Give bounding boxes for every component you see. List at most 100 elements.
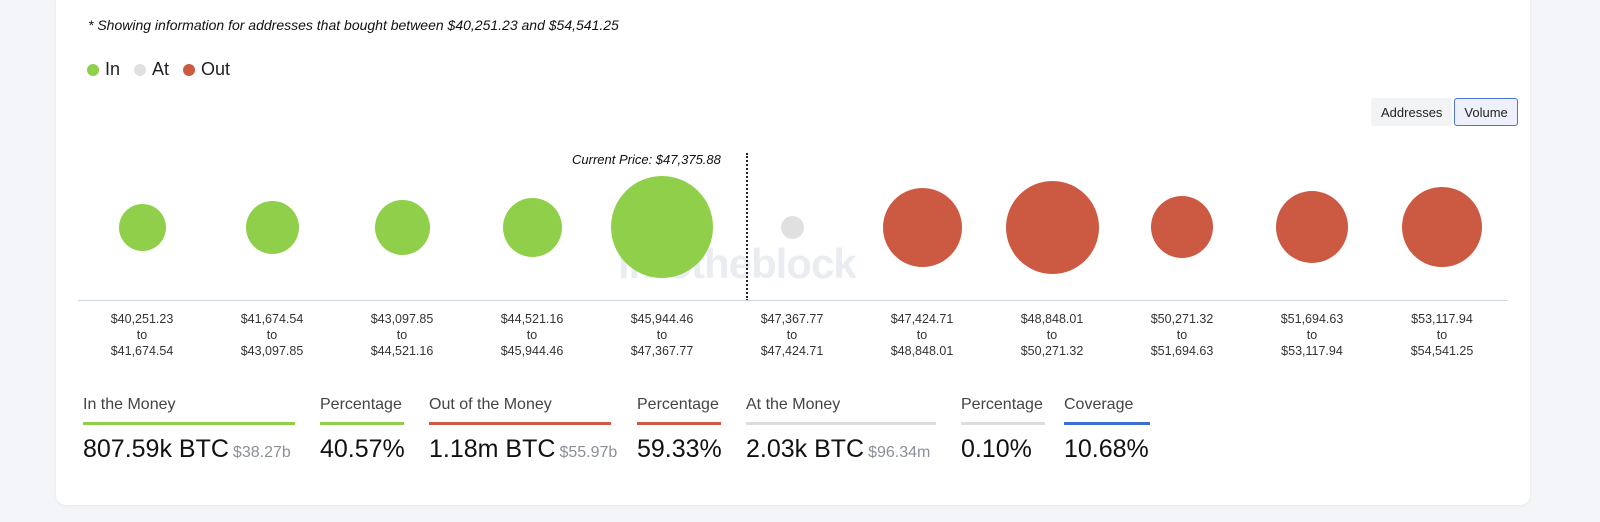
stat-title: In the Money <box>83 396 295 425</box>
bubble-in[interactable] <box>611 176 713 278</box>
bubble-out[interactable] <box>1402 187 1482 267</box>
range-to-word: to <box>1046 328 1058 342</box>
range-to-word: to <box>526 328 538 342</box>
range-from: $40,251.23 <box>110 312 174 326</box>
legend-item-at[interactable]: At <box>134 59 169 80</box>
stat-value: 1.18m BTC $55.97b <box>429 435 617 464</box>
stat-value: 2.03k BTC $96.34m <box>746 435 936 464</box>
range-to: $47,367.77 <box>630 344 694 358</box>
range-label: $45,944.46 to $47,367.77 <box>607 311 717 359</box>
legend-label-out: Out <box>201 59 231 79</box>
range-to: $44,521.16 <box>370 344 434 358</box>
range-to-word: to <box>916 328 928 342</box>
view-toggle: Addresses Volume <box>1371 98 1518 126</box>
stat-title: Percentage <box>637 396 721 425</box>
range-note: * Showing information for addresses that… <box>88 17 619 33</box>
legend-item-out[interactable]: Out <box>183 59 230 80</box>
range-from: $50,271.32 <box>1150 312 1214 326</box>
range-to: $47,424.71 <box>760 344 824 358</box>
range-to-word: to <box>656 328 668 342</box>
range-to: $48,848.01 <box>890 344 954 358</box>
range-from: $47,424.71 <box>890 312 954 326</box>
chart-axis <box>78 300 1508 301</box>
at-percentage-value: 0.10% <box>961 435 1032 463</box>
range-to: $45,944.46 <box>500 344 564 358</box>
current-price-label: Current Price: $47,375.88 <box>572 152 721 167</box>
at-money-usd: $96.34m <box>868 444 931 461</box>
bubble-at[interactable] <box>780 215 804 239</box>
range-from: $51,694.63 <box>1280 312 1344 326</box>
legend-label-in: In <box>105 59 121 79</box>
range-from: $48,848.01 <box>1020 312 1084 326</box>
bubble-in[interactable] <box>374 199 430 255</box>
range-label: $44,521.16 to $45,944.46 <box>477 311 587 359</box>
stat-out-of-the-money: Out of the Money 1.18m BTC $55.97b <box>429 396 617 464</box>
range-to: $41,674.54 <box>110 344 174 358</box>
stat-coverage: Coverage 10.68% <box>1064 396 1150 464</box>
range-from: $41,674.54 <box>240 312 304 326</box>
bubble-out[interactable] <box>882 187 962 267</box>
legend-label-at: At <box>152 59 170 79</box>
chart-card <box>56 0 1530 505</box>
range-to: $51,694.63 <box>1150 344 1214 358</box>
stat-in-the-money: In the Money 807.59k BTC $38.27b <box>83 396 295 464</box>
range-from: $44,521.16 <box>500 312 564 326</box>
stat-title: Percentage <box>961 396 1045 425</box>
range-label: $48,848.01 to $50,271.32 <box>997 311 1107 359</box>
stat-title: Percentage <box>320 396 404 425</box>
legend-item-in[interactable]: In <box>87 59 120 80</box>
out-money-volume: 1.18m BTC <box>429 435 556 463</box>
range-to-word: to <box>786 328 798 342</box>
stat-title: Out of the Money <box>429 396 611 425</box>
range-label: $43,097.85 to $44,521.16 <box>347 311 457 359</box>
range-label: $41,674.54 to $43,097.85 <box>217 311 327 359</box>
bubble-out[interactable] <box>1005 180 1099 274</box>
bubble-out[interactable] <box>1151 196 1213 258</box>
stat-title: At the Money <box>746 396 936 425</box>
range-label: $47,367.77 to $47,424.71 <box>737 311 847 359</box>
bubble-out[interactable] <box>1276 191 1348 263</box>
legend: In At Out <box>87 59 230 80</box>
range-to-word: to <box>136 328 148 342</box>
volume-button[interactable]: Volume <box>1454 98 1518 126</box>
bubble-in[interactable] <box>118 203 166 251</box>
range-from: $43,097.85 <box>370 312 434 326</box>
stat-in-percentage: Percentage 40.57% <box>320 396 405 464</box>
stat-out-percentage: Percentage 59.33% <box>637 396 722 464</box>
range-from: $53,117.94 <box>1411 312 1473 326</box>
stat-at-percentage: Percentage 0.10% <box>961 396 1045 464</box>
range-to-word: to <box>1176 328 1188 342</box>
in-percentage-value: 40.57% <box>320 435 405 463</box>
in-money-usd: $38.27b <box>232 444 291 461</box>
legend-dot-at <box>134 63 147 76</box>
legend-dot-in <box>87 63 99 76</box>
current-price-line <box>746 153 748 301</box>
bubble-in[interactable] <box>502 197 562 257</box>
out-percentage-value: 59.33% <box>637 435 722 463</box>
range-label: $47,424.71 to $48,848.01 <box>867 311 977 359</box>
at-money-volume: 2.03k BTC <box>746 435 865 463</box>
range-to-word: to <box>1306 328 1318 342</box>
stat-value: 807.59k BTC $38.27b <box>83 435 295 464</box>
range-from: $45,944.46 <box>630 312 694 326</box>
range-to-word: to <box>1436 328 1448 342</box>
range-to: $53,117.94 <box>1281 344 1343 358</box>
range-label: $53,117.94 to $54,541.25 <box>1387 311 1497 359</box>
range-to-word: to <box>396 328 408 342</box>
range-to-word: to <box>266 328 278 342</box>
out-money-usd: $55.97b <box>559 444 618 461</box>
range-to: $43,097.85 <box>240 344 304 358</box>
range-to: $54,541.25 <box>1410 344 1474 358</box>
range-label: $50,271.32 to $51,694.63 <box>1127 311 1237 359</box>
range-to: $50,271.32 <box>1020 344 1084 358</box>
range-label: $51,694.63 to $53,117.94 <box>1257 311 1367 359</box>
bubble-in[interactable] <box>245 200 299 254</box>
stat-title: Coverage <box>1064 396 1150 425</box>
range-from: $47,367.77 <box>760 312 824 326</box>
addresses-button[interactable]: Addresses <box>1371 98 1453 126</box>
coverage-value: 10.68% <box>1064 435 1149 463</box>
legend-dot-out <box>183 63 196 76</box>
in-money-volume: 807.59k BTC <box>83 435 229 463</box>
range-label: $40,251.23 to $41,674.54 <box>87 311 197 359</box>
stat-at-the-money: At the Money 2.03k BTC $96.34m <box>746 396 936 464</box>
